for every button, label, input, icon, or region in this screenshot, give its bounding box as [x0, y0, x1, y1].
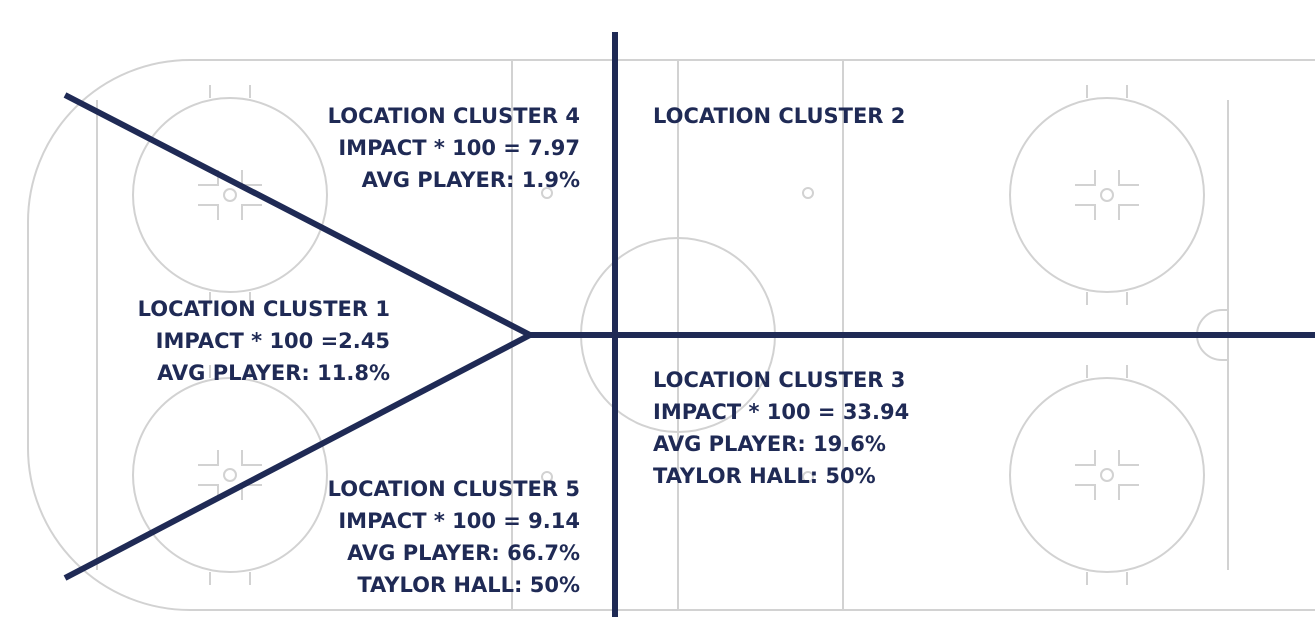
cluster-label: LOCATION CLUSTER 1	[138, 297, 390, 321]
zone-lines	[63, 32, 1315, 617]
cluster-label: AVG PLAYER: 11.8%	[157, 361, 390, 385]
cluster-label: LOCATION CLUSTER 2	[653, 104, 905, 128]
cluster-label: LOCATION CLUSTER 4	[328, 104, 580, 128]
cluster-label: AVG PLAYER: 19.6%	[653, 432, 886, 456]
cluster-label: TAYLOR HALL: 50%	[357, 573, 580, 597]
cluster-label: IMPACT * 100 = 33.94	[653, 400, 909, 424]
cluster-label: AVG PLAYER: 1.9%	[362, 168, 580, 192]
cluster-label: LOCATION CLUSTER 3	[653, 368, 905, 392]
cluster-label: IMPACT * 100 = 7.97	[338, 136, 580, 160]
cluster-label: LOCATION CLUSTER 5	[328, 477, 580, 501]
cluster-label: TAYLOR HALL: 50%	[653, 464, 876, 488]
cluster-label: IMPACT * 100 =2.45	[156, 329, 390, 353]
cluster-label: AVG PLAYER: 66.7%	[347, 541, 580, 565]
cluster-label: IMPACT * 100 = 9.14	[338, 509, 580, 533]
